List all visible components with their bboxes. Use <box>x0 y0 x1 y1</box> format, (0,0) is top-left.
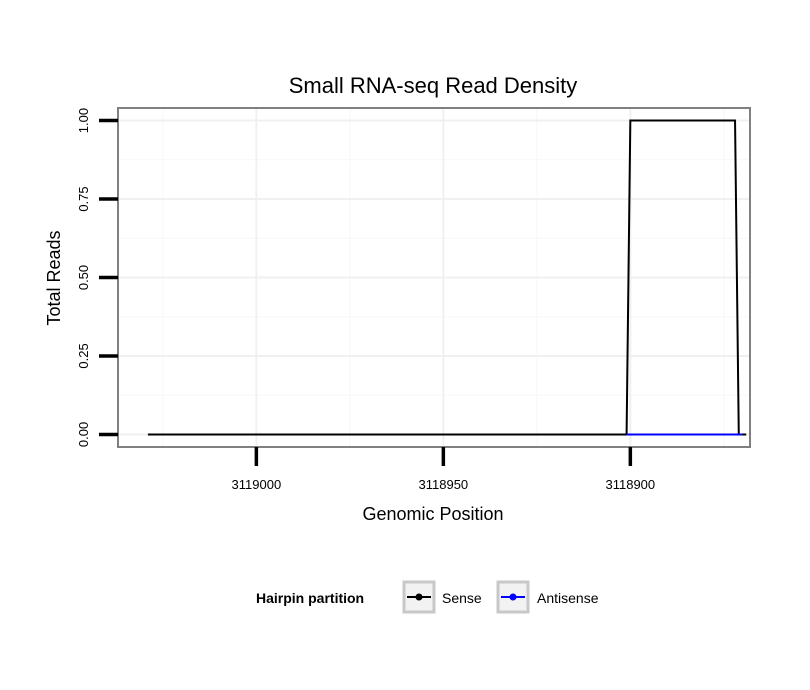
y-axis: 0.00 0.25 0.50 0.75 1.00 <box>76 108 118 447</box>
x-tick-label: 3118900 <box>606 477 656 492</box>
legend-item-antisense: Antisense <box>496 580 599 614</box>
x-tick-label: 3118950 <box>419 477 469 492</box>
x-axis-title: Genomic Position <box>362 504 503 524</box>
series-layer <box>147 119 747 436</box>
x-axis: 3119000 3118950 3118900 <box>232 447 656 492</box>
y-tick-label: 1.00 <box>76 108 91 133</box>
x-tick-label: 3119000 <box>232 477 282 492</box>
legend-dot-antisense <box>509 593 517 601</box>
legend-label-antisense: Antisense <box>537 590 599 606</box>
y-tick-label: 0.00 <box>76 422 91 447</box>
y-axis-title: Total Reads <box>44 230 64 325</box>
y-tick-label: 0.25 <box>76 343 91 368</box>
legend-label-sense: Sense <box>442 590 482 606</box>
legend-dot-sense <box>415 593 423 601</box>
y-tick-label: 0.50 <box>76 265 91 290</box>
legend-title: Hairpin partition <box>256 590 364 606</box>
grid <box>118 108 750 447</box>
legend-item-sense: Sense <box>402 580 482 614</box>
legend: Hairpin partition Sense Antisense <box>256 580 599 614</box>
y-tick-label: 0.75 <box>76 186 91 211</box>
chart-title: Small RNA-seq Read Density <box>289 73 578 98</box>
